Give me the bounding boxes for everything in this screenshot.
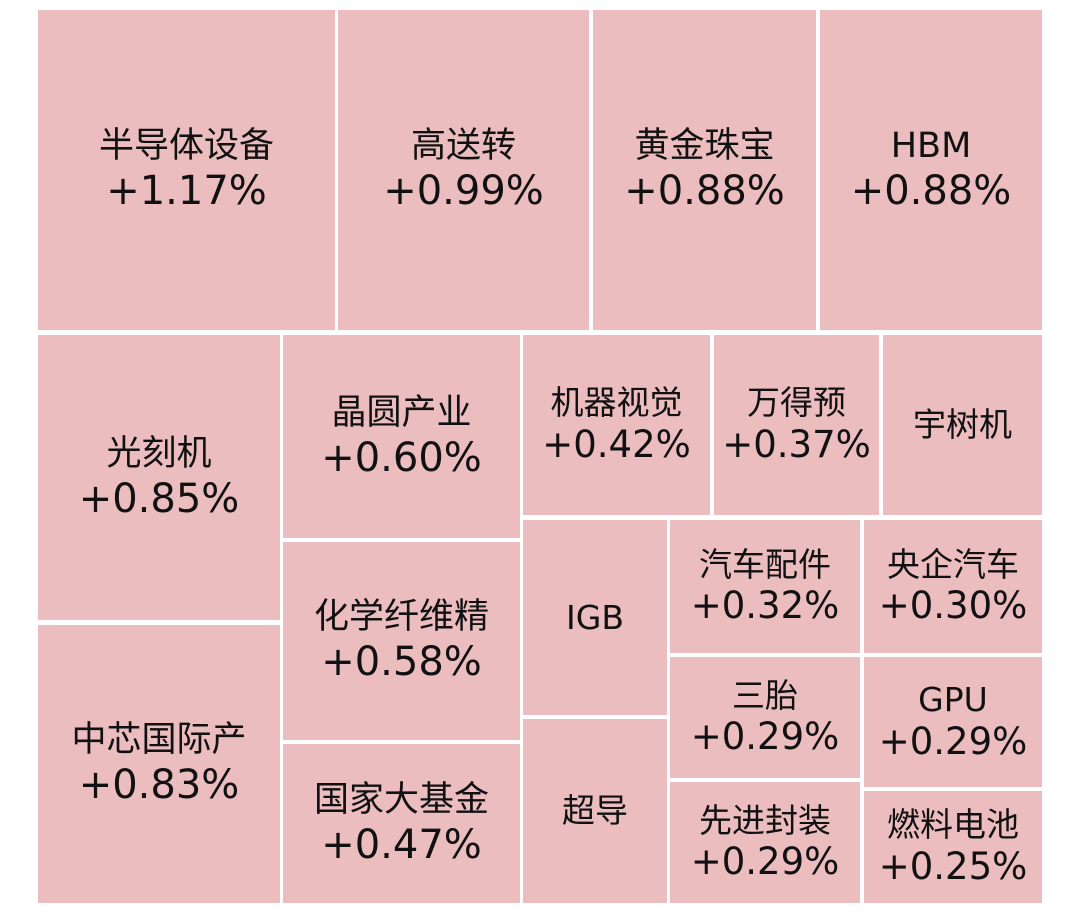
tile[interactable]: 三胎 +0.29% — [670, 657, 860, 778]
tile-change: +0.85% — [78, 475, 240, 522]
tile[interactable]: HBM +0.88% — [820, 10, 1042, 330]
tile[interactable]: 机器视觉 +0.42% — [523, 335, 710, 515]
tile-name: 高送转 — [410, 126, 516, 166]
tile-name: 黄金珠宝 — [634, 126, 775, 166]
tile-name: 燃料电池 — [887, 805, 1019, 844]
tile-name: 中芯国际产 — [71, 720, 247, 760]
tile-name: 宇树机 — [913, 405, 1012, 445]
tile-name: 汽车配件 — [699, 544, 831, 584]
tile[interactable]: 光刻机 +0.85% — [38, 335, 280, 620]
tile-name: 央企汽车 — [887, 544, 1019, 584]
tile-name: 万得预 — [747, 383, 846, 422]
tile[interactable]: 国家大基金 +0.47% — [283, 744, 520, 903]
tile-name: HBM — [890, 126, 972, 166]
tile-name: 三胎 — [732, 675, 798, 715]
tile[interactable]: 宇树机 — [883, 335, 1042, 515]
tile-name: 半导体设备 — [98, 126, 274, 166]
tile[interactable]: 中芯国际产 +0.83% — [38, 625, 280, 903]
tile[interactable]: 央企汽车 +0.30% — [864, 520, 1042, 653]
tile-change: +0.47% — [321, 821, 482, 868]
tile-name: 化学纤维精 — [313, 597, 489, 637]
tile[interactable]: 超导 — [523, 719, 667, 903]
tile[interactable]: 化学纤维精 +0.58% — [283, 542, 520, 740]
tile-change: +0.29% — [878, 719, 1028, 763]
tile-name: 机器视觉 — [550, 383, 683, 422]
tile-change: +0.88% — [850, 168, 1012, 214]
tile-name: GPU — [918, 680, 988, 719]
tile-change: +0.29% — [690, 715, 840, 759]
tile[interactable]: 晶圆产业 +0.60% — [283, 335, 520, 538]
tile-name: 先进封装 — [699, 800, 831, 840]
tile[interactable]: 先进封装 +0.29% — [670, 782, 860, 903]
tile-name: 超导 — [562, 791, 628, 831]
tile-change: +0.58% — [321, 639, 482, 685]
tile-name: 晶圆产业 — [331, 392, 472, 433]
tile-change: +0.30% — [878, 584, 1028, 628]
tile-change: +0.60% — [321, 434, 482, 481]
tile[interactable]: 燃料电池 +0.25% — [864, 791, 1042, 903]
tile-name: 光刻机 — [106, 433, 212, 474]
tile-change: +0.99% — [383, 168, 544, 214]
tile-change: +1.17% — [106, 168, 267, 214]
tile-change: +0.32% — [690, 584, 840, 628]
tile-change: +0.29% — [690, 840, 840, 884]
tile-change: +0.88% — [624, 168, 785, 214]
tile-name: 国家大基金 — [313, 779, 489, 820]
tile[interactable]: 高送转 +0.99% — [338, 10, 589, 330]
tile[interactable]: 黄金珠宝 +0.88% — [593, 10, 816, 330]
tile[interactable]: 汽车配件 +0.32% — [670, 520, 860, 653]
tile[interactable]: IGB — [523, 520, 667, 715]
tile-change: +0.25% — [878, 844, 1028, 888]
tile[interactable]: 半导体设备 +1.17% — [38, 10, 335, 330]
tile[interactable]: GPU +0.29% — [864, 657, 1042, 787]
tile-name: IGB — [566, 597, 624, 637]
tile[interactable]: 万得预 +0.37% — [714, 335, 879, 515]
tile-change: +0.83% — [78, 762, 240, 808]
tile-change: +0.42% — [542, 422, 691, 466]
tile-change: +0.37% — [722, 422, 871, 466]
